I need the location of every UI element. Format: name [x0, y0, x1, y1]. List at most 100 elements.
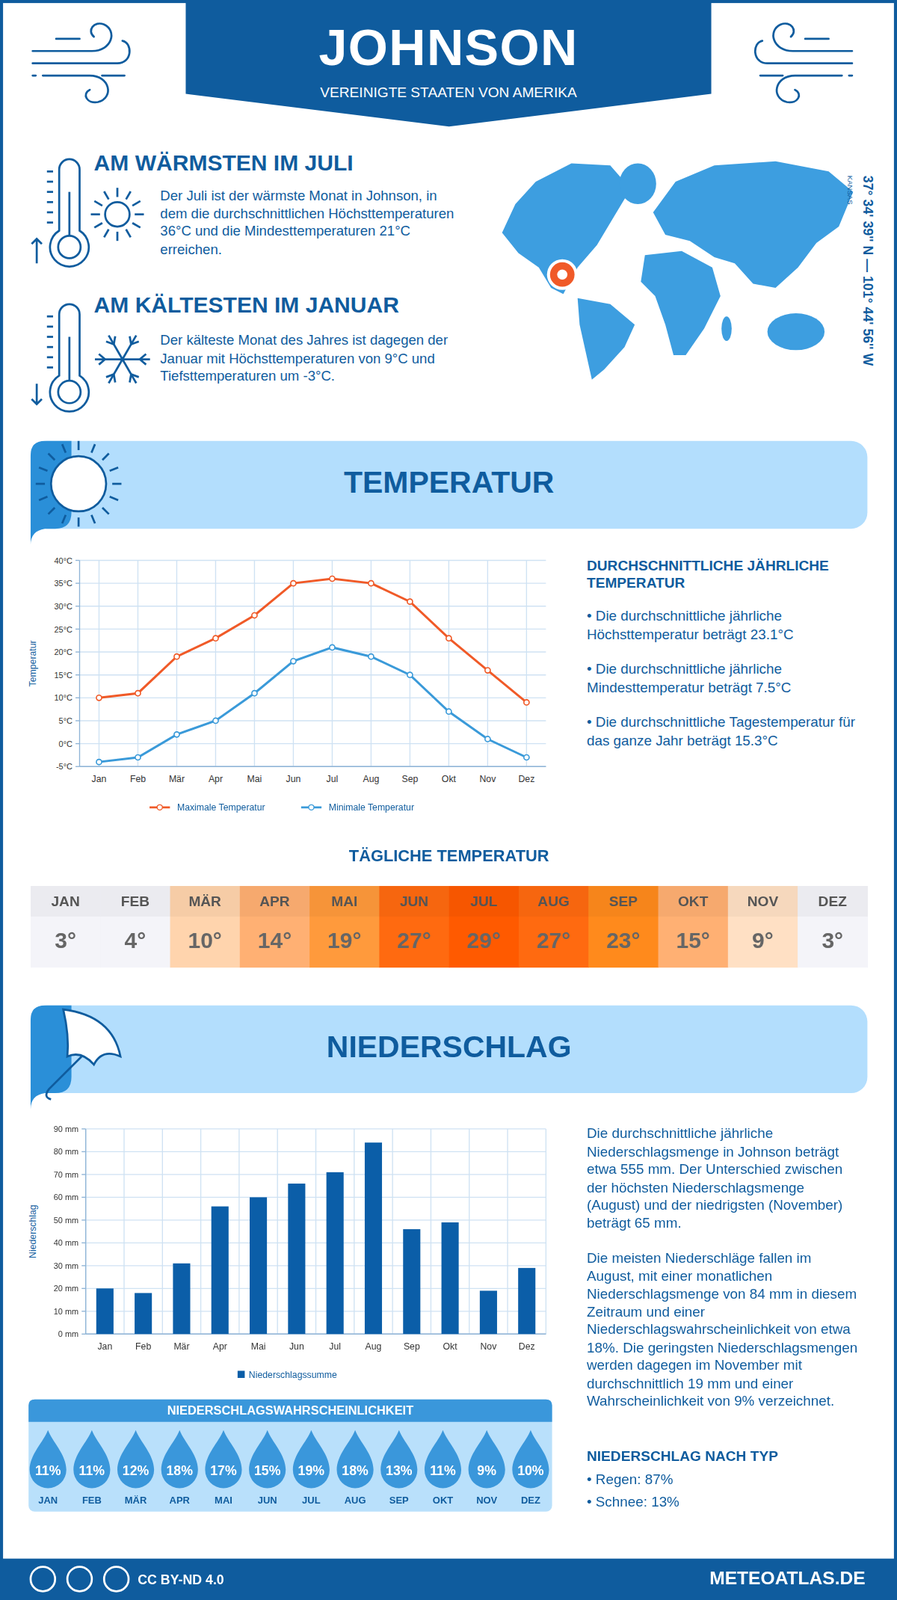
- tick: [75, 697, 80, 699]
- shape: [48, 507, 56, 515]
- marks: [96, 575, 530, 764]
- table-cell: [100, 885, 171, 968]
- line-point: [523, 699, 530, 705]
- grid-line: [85, 1333, 547, 1335]
- table-cell: [309, 885, 380, 968]
- table-header-cell: [239, 885, 311, 917]
- tick-label: Apr: [213, 1341, 228, 1352]
- line-point: [174, 731, 180, 738]
- precip-paragraph: Die durchschnittliche jährliche Niedersc…: [586, 1124, 861, 1232]
- axis-label: Niederschlag: [27, 1204, 39, 1259]
- axis-label: Temperatur: [27, 639, 39, 687]
- tick-label: 20 mm: [53, 1283, 79, 1293]
- shape: [130, 374, 139, 378]
- table-value: 4°: [100, 927, 170, 954]
- thermo-tick: [47, 346, 54, 349]
- tick-label: 60 mm: [53, 1192, 79, 1202]
- tick: [75, 605, 80, 607]
- header-title: JOHNSON: [185, 18, 711, 78]
- line-point: [407, 598, 413, 604]
- line-point: [407, 672, 413, 678]
- line-point: [368, 654, 374, 660]
- shape: [130, 374, 132, 383]
- thermo-fill: [68, 337, 71, 382]
- thermometer-icon: [31, 159, 89, 267]
- grid-line-v: [545, 1128, 547, 1334]
- bar: [364, 1142, 382, 1334]
- probability-value: 9%: [465, 1462, 509, 1478]
- tick-label: Okt: [443, 1341, 459, 1352]
- precip-paragraph: Die meisten Niederschläge fallen im Augu…: [586, 1249, 861, 1410]
- tick-label: Aug: [365, 1341, 382, 1352]
- tick: [75, 651, 80, 652]
- summary-bullet: • Die durchschnittliche Tagestemperatur …: [586, 713, 858, 749]
- tick-label: Mär: [168, 773, 185, 785]
- grid-line-v: [238, 1128, 240, 1334]
- probability-month: APR: [158, 1494, 202, 1506]
- grid-line: [79, 766, 546, 767]
- continent: [721, 316, 732, 341]
- bar: [518, 1267, 536, 1334]
- thermo-bulb: [58, 380, 81, 403]
- table-header-cell: [100, 885, 171, 917]
- sun-icon: [35, 441, 122, 527]
- tick: [81, 1310, 86, 1312]
- table-month: APR: [239, 893, 310, 910]
- grid-line-v: [468, 1128, 470, 1334]
- continent: [767, 313, 825, 350]
- tick-label: Dez: [518, 773, 535, 785]
- tick: [81, 1196, 86, 1198]
- line-point: [213, 717, 219, 723]
- shape: [122, 359, 137, 384]
- shape: [134, 213, 144, 216]
- shape: [122, 358, 151, 361]
- grid-line-v: [85, 1128, 86, 1334]
- tick: [81, 1219, 86, 1220]
- probability-value: 15%: [245, 1462, 289, 1478]
- probability-box: [28, 1399, 552, 1512]
- tick: [75, 674, 80, 675]
- section-heading: AM KÄLTESTEN IM JANUAR: [94, 291, 400, 318]
- thermo-bulb: [58, 235, 81, 258]
- shape: [126, 191, 131, 200]
- line-point: [251, 612, 258, 618]
- continent: [619, 162, 657, 205]
- wind-line: [42, 75, 108, 103]
- bar: [479, 1290, 498, 1334]
- location-marker: [550, 262, 575, 288]
- thermo-tick: [47, 366, 54, 369]
- table-cell: [728, 885, 799, 968]
- probability-month: FEB: [70, 1494, 113, 1506]
- line-point: [485, 667, 491, 673]
- thermo-tick: [47, 355, 54, 359]
- tick-label: Jan: [97, 1341, 113, 1352]
- shape: [106, 341, 114, 345]
- table-value: 9°: [728, 927, 798, 954]
- grid-line-v: [215, 559, 217, 767]
- grid-line-v: [98, 559, 100, 767]
- grid-line-v: [430, 1128, 432, 1334]
- bar: [211, 1206, 229, 1335]
- shape: [91, 515, 95, 524]
- tick-label: Okt: [441, 773, 457, 785]
- tick-label: Jul: [326, 773, 339, 785]
- tick-label: -5°C: [56, 761, 73, 771]
- thermo-tick: [47, 190, 54, 193]
- x-axis: [85, 1333, 547, 1335]
- line-point: [135, 754, 141, 760]
- marks: [96, 1142, 536, 1334]
- shape: [132, 222, 141, 228]
- shape: [132, 201, 141, 206]
- shape: [98, 359, 105, 365]
- thermo-tick: [47, 211, 54, 214]
- tick-label: Aug: [363, 773, 380, 785]
- shape: [94, 358, 123, 361]
- shape: [109, 467, 119, 471]
- tick: [75, 743, 80, 744]
- grid-line-v: [277, 1128, 279, 1334]
- thermo-body: [50, 304, 89, 412]
- thermo-tick: [47, 170, 54, 173]
- line-series: [98, 647, 527, 762]
- grid-line: [79, 559, 546, 561]
- table-cell: [588, 885, 659, 968]
